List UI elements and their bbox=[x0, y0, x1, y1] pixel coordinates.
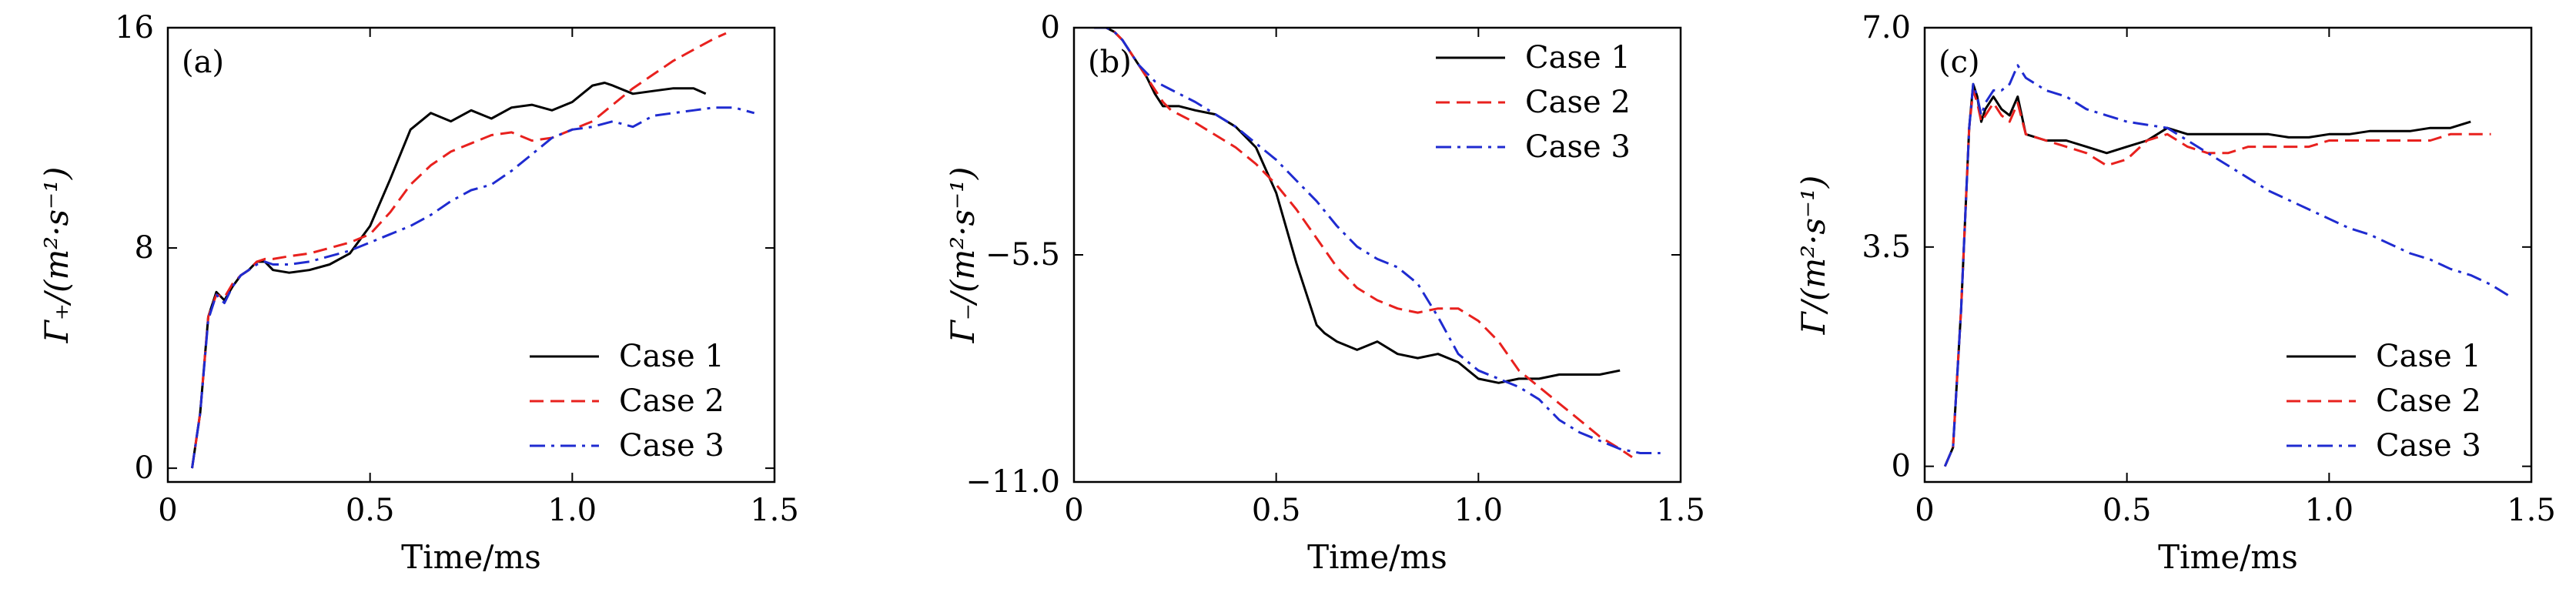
plot-frame bbox=[1923, 26, 2533, 484]
legend-entry: Case 1 bbox=[619, 339, 724, 374]
x-tick-label: 0.5 bbox=[1252, 493, 1301, 528]
plot-frame bbox=[166, 26, 776, 484]
legend-entry: Case 1 bbox=[2376, 339, 2481, 374]
series-line-case-2 bbox=[1943, 89, 2491, 467]
panel-label: (c) bbox=[1939, 45, 1980, 80]
legend-entry: Case 1 bbox=[1525, 40, 1631, 75]
legend-entry: Case 2 bbox=[2376, 383, 2481, 419]
chart-panel-3: 0 0.5 1.0 1.5 0 3.5 7.0 (c) Time/ms Γ/(m²·s⁻¹) Cas… bbox=[1795, 10, 2556, 576]
panel-label: (a) bbox=[182, 45, 224, 80]
legend-entry: Case 3 bbox=[619, 428, 724, 463]
series-line-case-3 bbox=[1094, 28, 1661, 454]
x-tick-label: 1.0 bbox=[1454, 493, 1504, 528]
legend-entry: Case 3 bbox=[2376, 428, 2481, 463]
x-tick-label: 1.5 bbox=[750, 493, 799, 528]
x-axis-title: Time/ms bbox=[1307, 538, 1447, 576]
y-axis-title: Γ/(m²·s⁻¹) bbox=[1795, 176, 1832, 336]
y-tick-label: 7.0 bbox=[1862, 10, 1911, 45]
x-tick-label: 0.5 bbox=[346, 493, 395, 528]
x-tick-label: 1.5 bbox=[1656, 493, 1705, 528]
y-tick-label: −5.5 bbox=[985, 237, 1060, 273]
series-line-case-3 bbox=[191, 106, 755, 469]
plot-frame bbox=[1072, 26, 1682, 484]
y-tick-label: 3.5 bbox=[1862, 229, 1911, 265]
y-tick-label: 16 bbox=[115, 10, 154, 45]
y-tick-label: 8 bbox=[135, 230, 154, 266]
x-tick-label: 0 bbox=[1915, 493, 1934, 528]
legend-entry: Case 2 bbox=[1525, 85, 1631, 120]
x-tick-label: 1.0 bbox=[2305, 493, 2354, 528]
y-tick-label: −11.0 bbox=[965, 464, 1060, 500]
series-line-case-1 bbox=[1094, 28, 1621, 384]
x-tick-label: 0 bbox=[1064, 493, 1083, 528]
y-axis-title: Γ₊/(m²·s⁻¹) bbox=[38, 167, 75, 344]
chart-panel-1: 0 0.5 1.0 1.5 0 8 16 (a) Time/ms Γ₊/(m²·s⁻¹) Case … bbox=[38, 10, 799, 576]
series-line-case-3 bbox=[1943, 64, 2512, 467]
series-line-case-2 bbox=[191, 32, 727, 469]
x-tick-label: 1.0 bbox=[548, 493, 597, 528]
series-line-case-2 bbox=[1094, 28, 1633, 459]
panel-label: (b) bbox=[1088, 45, 1132, 80]
y-tick-label: 0 bbox=[1892, 449, 1911, 484]
legend-entry: Case 2 bbox=[619, 383, 724, 419]
x-tick-label: 0.5 bbox=[2103, 493, 2152, 528]
x-tick-label: 0 bbox=[158, 493, 177, 528]
y-tick-label: 0 bbox=[1041, 10, 1060, 45]
y-tick-label: 0 bbox=[135, 450, 154, 486]
x-tick-label: 1.5 bbox=[2507, 493, 2556, 528]
chart-panel-2: 0 0.5 1.0 1.5 0 −5.5 −11.0 (b) Time/ms Γ₋/(m²·s⁻¹… bbox=[944, 10, 1705, 576]
y-axis-title: Γ₋/(m²·s⁻¹) bbox=[944, 167, 982, 344]
series-line-case-1 bbox=[191, 82, 707, 469]
legend-entry: Case 3 bbox=[1525, 129, 1631, 165]
x-axis-title: Time/ms bbox=[401, 538, 541, 576]
x-axis-title: Time/ms bbox=[2158, 538, 2298, 576]
